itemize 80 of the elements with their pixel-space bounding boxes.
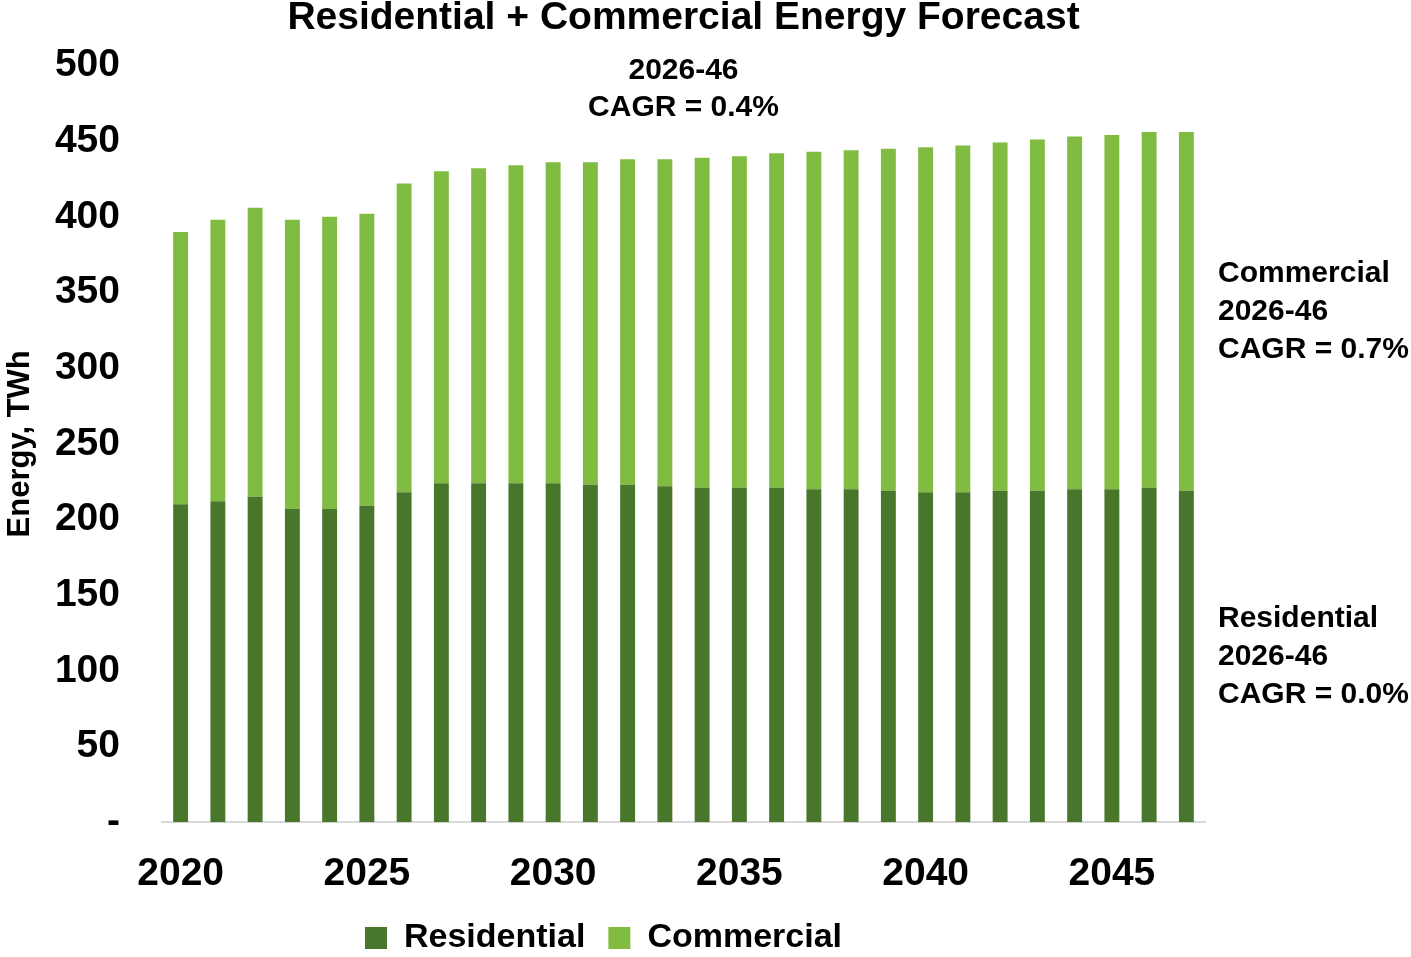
bar (210, 501, 226, 823)
bar (731, 156, 747, 488)
bar (657, 159, 673, 487)
bar (508, 165, 524, 484)
bar (396, 183, 412, 493)
x-tick-label: 2030 (509, 850, 597, 894)
y-tick-label: 50 (76, 722, 120, 766)
bar (545, 483, 561, 823)
bar (992, 142, 1008, 491)
bar (955, 145, 971, 493)
bar (1029, 139, 1045, 491)
y-axis-title: Energy, TWh (1, 350, 37, 538)
y-tick-label: - (107, 797, 120, 841)
annotation: 2026-46 CAGR = 0.4% (588, 51, 779, 122)
bar (173, 504, 189, 823)
bar (433, 483, 449, 823)
bar (880, 148, 896, 491)
chart-title: Residential + Commercial Energy Forecast (287, 0, 1080, 37)
bar (284, 219, 300, 509)
text: Residential 2026-46 CAGR = 0.0% (1218, 599, 1409, 709)
bar (955, 492, 971, 823)
bar (918, 147, 934, 493)
bar (284, 508, 300, 823)
bar (843, 150, 859, 490)
bar (769, 153, 785, 488)
bar (471, 483, 487, 823)
x-tick-label: 2035 (695, 850, 783, 894)
bar (769, 487, 785, 823)
bar (359, 505, 375, 823)
bar (1141, 132, 1157, 488)
y-tick-label: 500 (54, 41, 120, 85)
bar (247, 207, 263, 497)
bar (396, 492, 412, 823)
text: Commercial 2026-46 CAGR = 0.7% (1218, 254, 1409, 364)
bar (806, 489, 822, 823)
bar (322, 216, 338, 509)
x-tick-label: 2025 (323, 850, 411, 894)
bar (359, 213, 375, 506)
y-tick-label: 450 (54, 116, 120, 160)
y-tick-label: 100 (54, 646, 120, 690)
legend-label: Residential (403, 916, 586, 955)
bar (694, 487, 710, 823)
bar (843, 489, 859, 823)
x-tick-label: 2020 (137, 850, 225, 894)
x-tick-label: 2040 (882, 850, 970, 894)
bar (173, 231, 189, 505)
bar (247, 496, 263, 823)
bar (210, 219, 226, 502)
bar (1178, 490, 1194, 823)
bar (1141, 487, 1157, 823)
y-tick-label: 150 (54, 570, 120, 614)
bar (880, 490, 896, 823)
bar (806, 151, 822, 490)
bar (1029, 490, 1045, 823)
bar (582, 484, 598, 823)
bar (322, 508, 338, 823)
bar (918, 492, 934, 823)
legend-label: Commercial (647, 916, 843, 955)
bar (433, 171, 449, 484)
bar (471, 168, 487, 484)
y-tick-label: 200 (54, 495, 120, 539)
y-tick-label: 400 (54, 192, 120, 236)
y-tick-label: 250 (54, 419, 120, 463)
bar (1178, 132, 1194, 491)
bar (992, 490, 1008, 823)
bar (1067, 489, 1083, 823)
bar (620, 484, 636, 823)
bar (545, 162, 561, 484)
y-tick-label: 350 (54, 268, 120, 312)
bar (1067, 136, 1083, 490)
bar (582, 162, 598, 485)
bar (620, 159, 636, 485)
x-tick-label: 2045 (1068, 850, 1156, 894)
bar (1104, 135, 1120, 490)
bar (694, 157, 710, 488)
bar (1104, 489, 1120, 823)
bar (657, 486, 673, 823)
bar (508, 483, 524, 823)
bar (731, 487, 747, 823)
y-tick-label: 300 (54, 343, 120, 387)
